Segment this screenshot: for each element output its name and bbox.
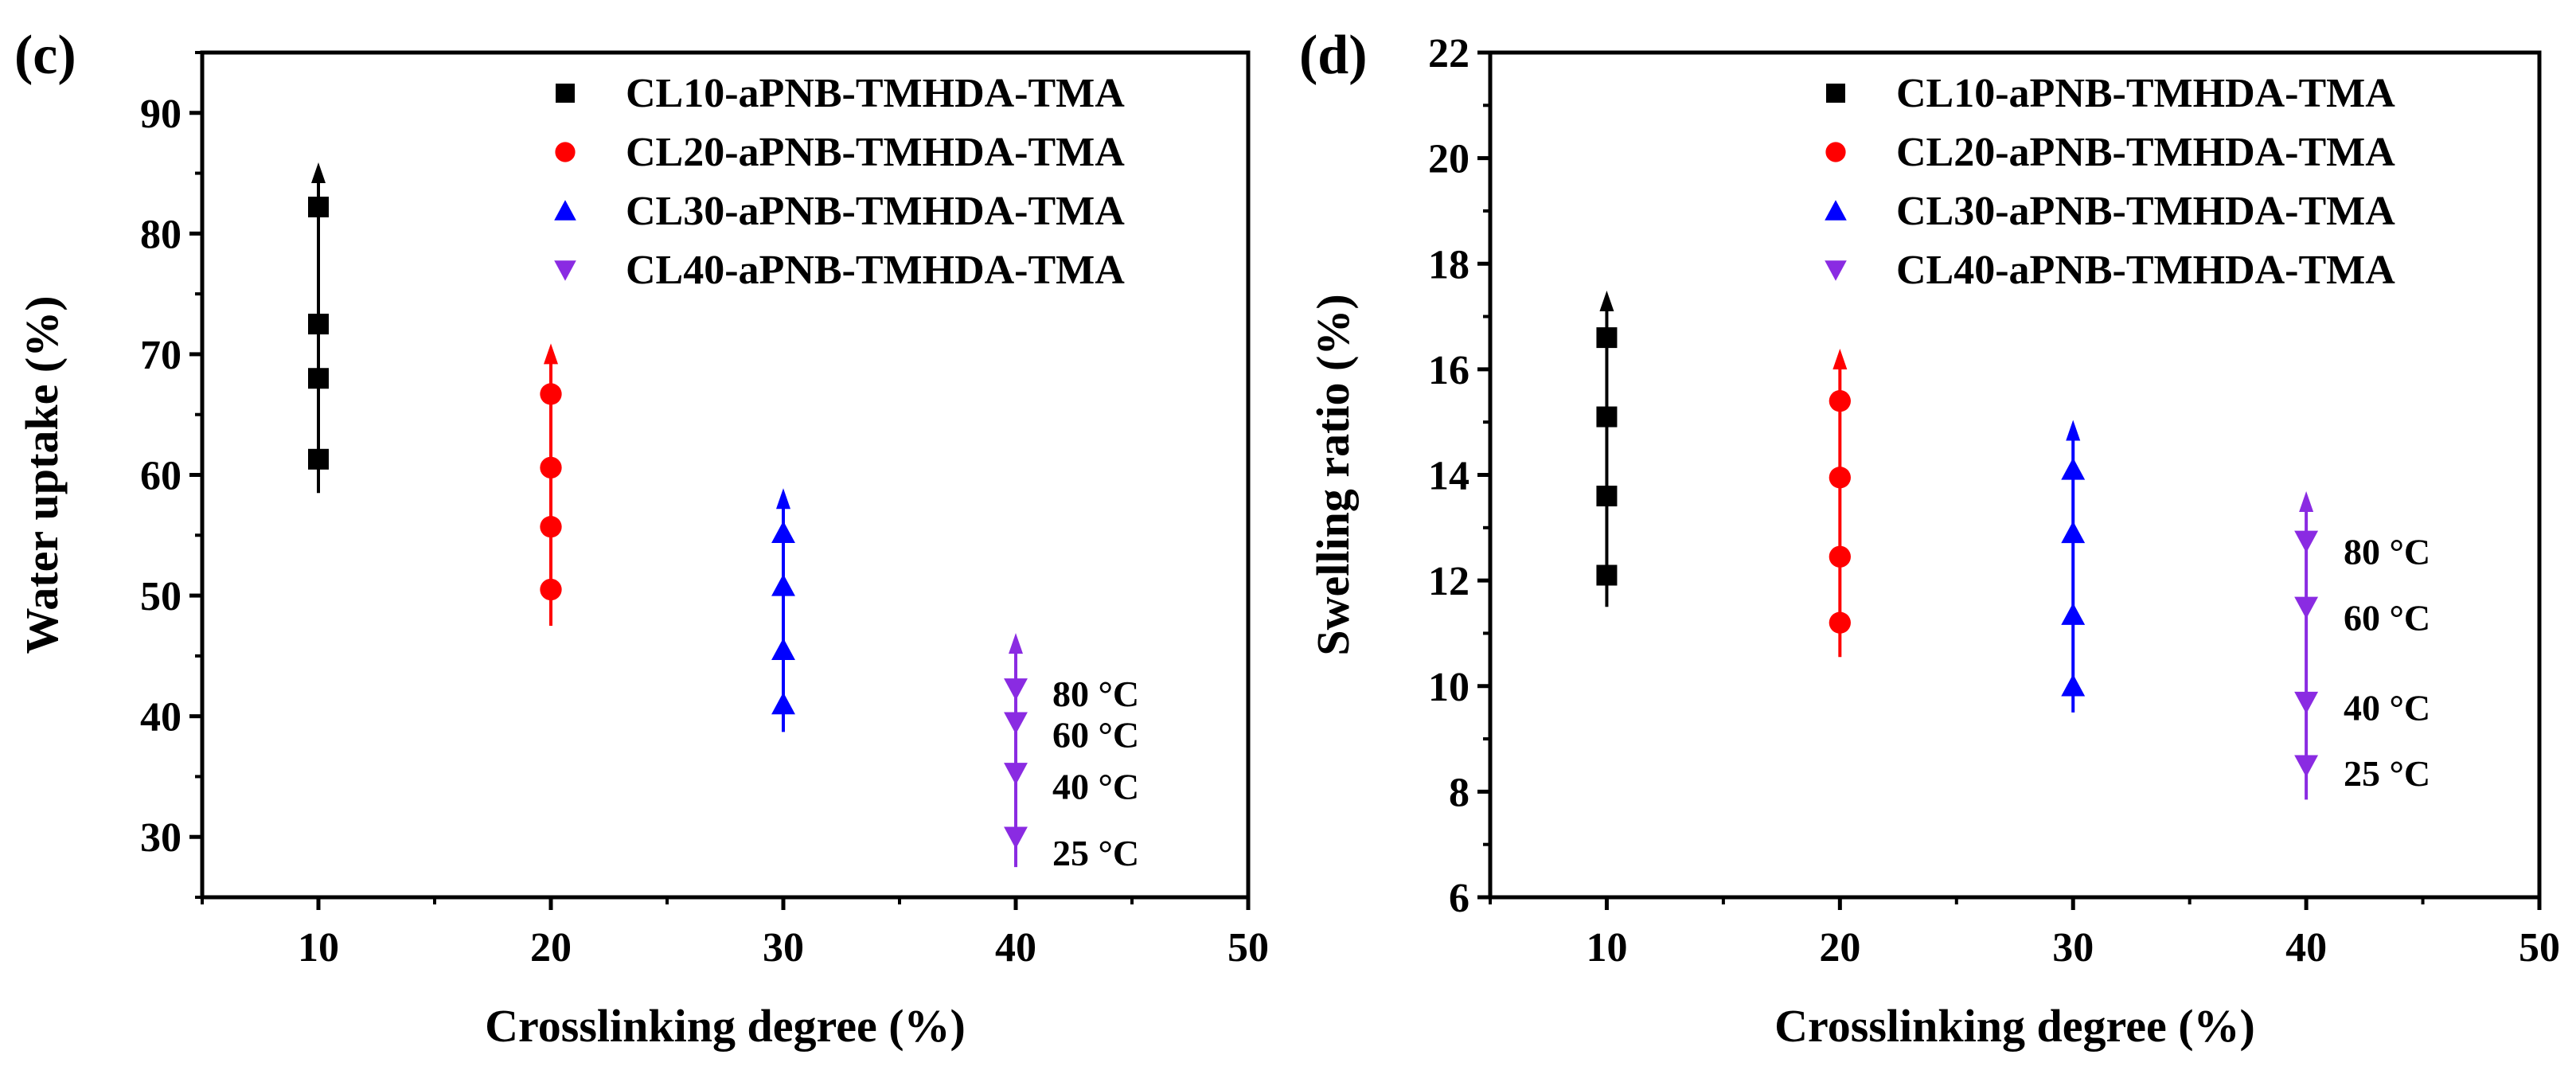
x-tick-label: 20 — [1819, 925, 1860, 971]
data-point — [1004, 826, 1028, 849]
legend-marker — [554, 260, 576, 281]
data-point — [540, 383, 562, 405]
data-point — [1004, 712, 1028, 735]
data-point — [540, 456, 562, 479]
temperature-label: 40 °C — [2344, 687, 2430, 728]
x-tick-label: 50 — [2519, 925, 2560, 971]
y-tick-label: 16 — [1428, 348, 1469, 393]
legend-label: CL10-aPNB-TMHDA-TMA — [626, 71, 1125, 116]
x-tick-label: 50 — [1228, 925, 1269, 971]
legend-label: CL10-aPNB-TMHDA-TMA — [1896, 71, 2395, 116]
data-point — [1596, 327, 1618, 349]
x-tick-label: 10 — [1586, 925, 1627, 971]
y-tick-label: 8 — [1449, 770, 1469, 815]
x-tick-label: 40 — [2285, 925, 2327, 971]
temperature-label: 25 °C — [1052, 833, 1139, 873]
legend-marker — [556, 84, 575, 103]
y-tick-label: 12 — [1428, 559, 1469, 604]
y-tick-label: 40 — [140, 695, 181, 740]
series-arrow-head — [1009, 633, 1023, 654]
y-tick-label: 80 — [140, 212, 181, 257]
y-axis-label: Water uptake (%) — [16, 295, 68, 654]
data-point — [771, 573, 795, 596]
data-point — [1829, 545, 1851, 568]
data-point — [1829, 611, 1851, 634]
data-point — [1596, 406, 1618, 428]
x-axis-label: Crosslinking degree (%) — [485, 1000, 966, 1052]
legend-label: CL40-aPNB-TMHDA-TMA — [626, 248, 1125, 293]
legend-label: CL20-aPNB-TMHDA-TMA — [1896, 130, 2395, 175]
data-point — [771, 638, 795, 660]
legend-marker — [1825, 142, 1846, 162]
data-point — [2061, 674, 2086, 697]
panel-label: (c) — [14, 25, 76, 86]
y-tick-label: 18 — [1428, 242, 1469, 287]
series-arrow-head — [1832, 348, 1848, 369]
data-point — [1004, 678, 1028, 701]
legend-marker — [554, 200, 576, 221]
y-axis-label: Swelling ratio (%) — [1307, 294, 1359, 655]
panel-label: (d) — [1299, 25, 1368, 86]
temperature-label: 60 °C — [2344, 598, 2430, 639]
legend-label: CL30-aPNB-TMHDA-TMA — [626, 189, 1125, 234]
x-axis-label: Crosslinking degree (%) — [1774, 1000, 2255, 1052]
y-tick-label: 22 — [1428, 31, 1469, 76]
y-tick-label: 90 — [140, 92, 181, 137]
series-arrow-head — [2299, 491, 2314, 513]
temperature-label: 80 °C — [1052, 674, 1139, 714]
data-point — [1596, 486, 1618, 507]
y-tick-label: 6 — [1449, 876, 1469, 921]
temperature-label: 25 °C — [2344, 753, 2430, 794]
data-point — [771, 521, 795, 543]
legend-marker — [555, 142, 576, 162]
data-point — [2061, 521, 2086, 544]
legend-marker — [1826, 84, 1845, 103]
data-point — [2294, 755, 2319, 778]
data-point — [540, 516, 562, 538]
y-tick-label: 20 — [1428, 137, 1469, 182]
data-point — [2294, 691, 2319, 714]
series-arrow-head — [1599, 291, 1614, 312]
series-arrow-head — [776, 488, 790, 510]
series-arrow-head — [311, 162, 326, 183]
y-tick-label: 70 — [140, 333, 181, 378]
temperature-label: 60 °C — [1052, 714, 1139, 755]
data-point — [2294, 530, 2319, 553]
temperature-label: 40 °C — [1052, 767, 1139, 807]
data-point — [308, 314, 329, 335]
y-tick-label: 10 — [1428, 665, 1469, 710]
data-point — [540, 578, 562, 601]
legend-label: CL40-aPNB-TMHDA-TMA — [1896, 248, 2395, 293]
data-point — [308, 368, 329, 389]
legend-label: CL20-aPNB-TMHDA-TMA — [626, 130, 1125, 175]
y-tick-label: 50 — [140, 574, 181, 619]
temperature-label: 80 °C — [2344, 532, 2430, 572]
legend-marker — [1825, 200, 1847, 221]
y-tick-label: 60 — [140, 454, 181, 499]
series-arrow-head — [544, 343, 558, 365]
y-tick-label: 30 — [140, 815, 181, 861]
x-tick-label: 30 — [763, 925, 804, 971]
x-tick-label: 40 — [995, 925, 1036, 971]
x-tick-label: 30 — [2052, 925, 2094, 971]
data-point — [1829, 390, 1851, 412]
data-point — [2061, 603, 2086, 625]
panel-c: 10 20 30 40 50 30 40 50 60 70 80 90 Crosslinking deg… — [14, 25, 1269, 1052]
series-arrow-head — [2066, 420, 2081, 441]
panel-d: 10 20 30 40 50 6 8 10 12 14 16 18 20 22 Crosslinking d… — [1299, 25, 2560, 1052]
data-point — [308, 197, 329, 218]
data-point — [1004, 763, 1028, 785]
y-tick-label: 14 — [1428, 454, 1469, 499]
x-tick-label: 10 — [298, 925, 339, 971]
data-point — [2061, 457, 2086, 480]
legend-label: CL30-aPNB-TMHDA-TMA — [1896, 189, 2395, 234]
x-tick-label: 20 — [530, 925, 572, 971]
data-point — [1596, 564, 1618, 586]
data-point — [308, 448, 329, 470]
data-point — [771, 692, 795, 715]
legend-marker — [1825, 260, 1847, 281]
data-point — [1829, 467, 1851, 489]
data-point — [2294, 596, 2319, 619]
